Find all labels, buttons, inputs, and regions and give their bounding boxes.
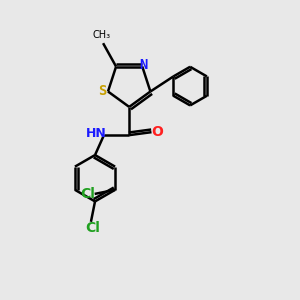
Text: HN: HN: [86, 127, 107, 140]
Text: CH₃: CH₃: [93, 30, 111, 40]
Text: Cl: Cl: [81, 187, 96, 201]
Text: O: O: [151, 125, 163, 139]
Text: Cl: Cl: [85, 221, 100, 236]
Text: N: N: [140, 58, 148, 72]
Text: S: S: [98, 85, 107, 98]
